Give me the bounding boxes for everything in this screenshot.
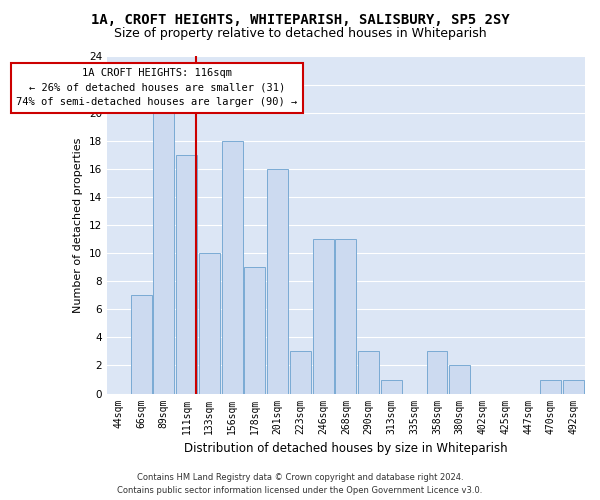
Bar [267,169,288,394]
X-axis label: Distribution of detached houses by size in Whiteparish: Distribution of detached houses by size … [184,442,508,455]
Bar [154,112,174,394]
Bar [176,155,197,394]
Bar [335,239,356,394]
Bar [563,380,584,394]
Bar [131,295,152,394]
Text: 1A CROFT HEIGHTS: 116sqm
← 26% of detached houses are smaller (31)
74% of semi-d: 1A CROFT HEIGHTS: 116sqm ← 26% of detach… [16,68,298,108]
Bar [541,380,562,394]
Bar [290,352,311,394]
Bar [381,380,402,394]
Text: Size of property relative to detached houses in Whiteparish: Size of property relative to detached ho… [113,28,487,40]
Bar [427,352,448,394]
Bar [358,352,379,394]
Bar [244,267,265,394]
Text: 1A, CROFT HEIGHTS, WHITEPARISH, SALISBURY, SP5 2SY: 1A, CROFT HEIGHTS, WHITEPARISH, SALISBUR… [91,12,509,26]
Y-axis label: Number of detached properties: Number of detached properties [73,138,83,312]
Bar [221,141,242,394]
Bar [449,366,470,394]
Bar [313,239,334,394]
Text: Contains HM Land Registry data © Crown copyright and database right 2024.
Contai: Contains HM Land Registry data © Crown c… [118,474,482,495]
Bar [199,253,220,394]
